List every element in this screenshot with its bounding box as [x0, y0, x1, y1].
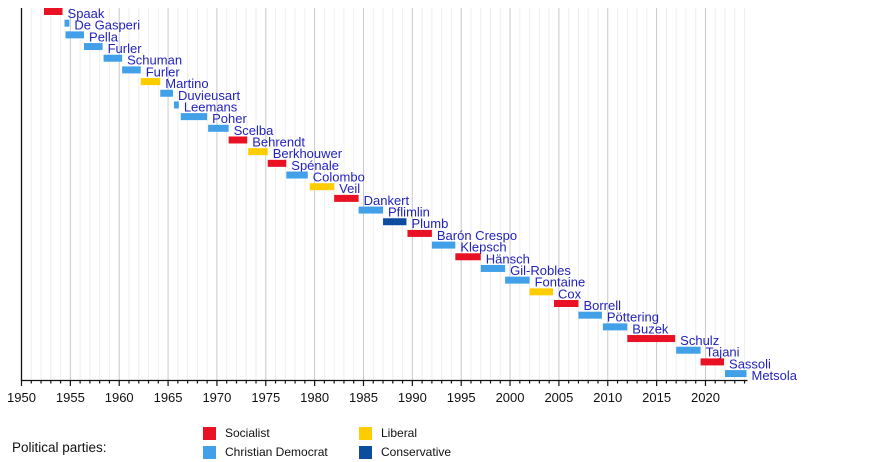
- president-name-label: Borrell: [583, 298, 621, 313]
- president-name-label: Duvieusart: [178, 88, 241, 103]
- president-term-bar: [248, 148, 268, 156]
- president-name-label: Schulz: [680, 333, 719, 348]
- axis-tick-label: 2015: [642, 390, 671, 405]
- president-term-bar: [725, 370, 747, 378]
- president-term-bar: [180, 113, 208, 121]
- president-term-bar: [64, 19, 70, 27]
- legend-item-liberal: Liberal: [359, 426, 417, 440]
- president-name-label: Dankert: [364, 193, 410, 208]
- president-term-bar: [578, 311, 602, 319]
- president-term-bar: [286, 171, 308, 179]
- president-name-label: Klepsch: [460, 240, 506, 255]
- president-name-label: Fontaine: [535, 275, 586, 290]
- president-term-bar: [65, 31, 85, 39]
- president-term-bar: [700, 358, 725, 366]
- president-term-bar: [267, 159, 287, 167]
- axis-tick-label: 1990: [398, 390, 427, 405]
- legend-item-christian-democrat: Christian Democrat: [203, 445, 328, 459]
- president-term-bar: [383, 218, 407, 226]
- president-name-label: Scelba: [234, 123, 275, 138]
- axis-tick-label: 2000: [496, 390, 525, 405]
- axis-tick-label: 1980: [300, 390, 329, 405]
- president-name-label: Plumb: [411, 216, 448, 231]
- president-term-bar: [529, 288, 554, 296]
- president-term-bar: [334, 194, 359, 202]
- president-name-label: Buzek: [632, 321, 669, 336]
- president-term-bar: [505, 276, 530, 284]
- president-name-label: Martino: [165, 76, 208, 91]
- axis-tick-label: 1965: [154, 390, 183, 405]
- president-term-bar: [228, 136, 248, 144]
- president-term-bar: [160, 89, 173, 97]
- axis-tick-label: 1970: [202, 390, 231, 405]
- president-term-bar: [103, 54, 123, 62]
- axis-tick-label: 2020: [691, 390, 720, 405]
- socialist-color-swatch: [203, 426, 216, 440]
- president-term-bar: [554, 300, 579, 307]
- president-name-label: Cox: [558, 286, 582, 301]
- president-term-bar: [173, 101, 179, 109]
- axis-tick-label: 1975: [251, 390, 280, 405]
- president-name-label: Poher: [212, 111, 247, 126]
- president-name-label: Furler: [146, 64, 181, 79]
- liberal-color-swatch: [359, 426, 372, 440]
- axis-tick-label: 2005: [544, 390, 573, 405]
- president-name-label: Berkhouwer: [273, 146, 343, 161]
- legend-title: Political parties:: [12, 440, 107, 455]
- president-term-bar: [122, 66, 141, 74]
- president-name-label: Pöttering: [607, 310, 659, 325]
- president-name-label: Schuman: [127, 53, 182, 68]
- president-name-label: Spénale: [291, 158, 339, 173]
- president-term-bar: [309, 183, 335, 191]
- president-name-label: Pella: [89, 29, 119, 44]
- president-name-label: Hänsch: [486, 251, 530, 266]
- president-term-bar: [602, 323, 628, 331]
- axis-tick-label: 1995: [447, 390, 476, 405]
- president-term-bar: [358, 206, 384, 214]
- president-name-label: Gil-Robles: [510, 263, 571, 278]
- president-name-label: Pflimlin: [388, 205, 430, 220]
- president-name-label: Spaak: [68, 6, 105, 21]
- president-term-bar: [140, 78, 161, 86]
- axis-tick-label: 1985: [349, 390, 378, 405]
- legend-item-label: Socialist: [225, 426, 270, 440]
- president-term-bar: [43, 8, 63, 15]
- conservative-color-swatch: [359, 445, 372, 459]
- axis-tick-label: 1950: [7, 390, 36, 405]
- president-term-bar: [407, 229, 432, 237]
- president-term-bar: [627, 335, 676, 343]
- axis-tick-label: 2010: [593, 390, 622, 405]
- president-name-label: Veil: [339, 181, 360, 196]
- legend-item-label: Christian Democrat: [225, 445, 328, 459]
- axis-tick-label: 1960: [105, 390, 134, 405]
- president-name-label: De Gasperi: [74, 18, 140, 33]
- president-term-bar: [480, 264, 506, 272]
- christian-democrat-color-swatch: [203, 445, 216, 459]
- president-name-label: Colombo: [313, 170, 365, 185]
- president-term-bar: [84, 43, 103, 51]
- president-term-bar: [208, 124, 229, 132]
- president-name-label: Furler: [108, 41, 143, 56]
- president-name-label: Behrendt: [252, 134, 305, 149]
- legend-item-conservative: Conservative: [359, 445, 451, 459]
- legend-item-label: Conservative: [381, 445, 452, 459]
- president-name-label: Leemans: [184, 99, 238, 114]
- president-term-bar: [455, 253, 481, 261]
- president-term-bar: [676, 346, 701, 354]
- legend-item-socialist: Socialist: [203, 426, 270, 440]
- president-name-label: Barón Crespo: [437, 228, 517, 243]
- president-name-label: Metsola: [752, 368, 798, 383]
- president-name-label: Tajani: [706, 345, 740, 360]
- axis-tick-label: 1955: [56, 390, 85, 405]
- legend-item-label: Liberal: [381, 426, 418, 440]
- president-name-label: Sassoli: [729, 356, 771, 371]
- president-term-bar: [431, 241, 456, 249]
